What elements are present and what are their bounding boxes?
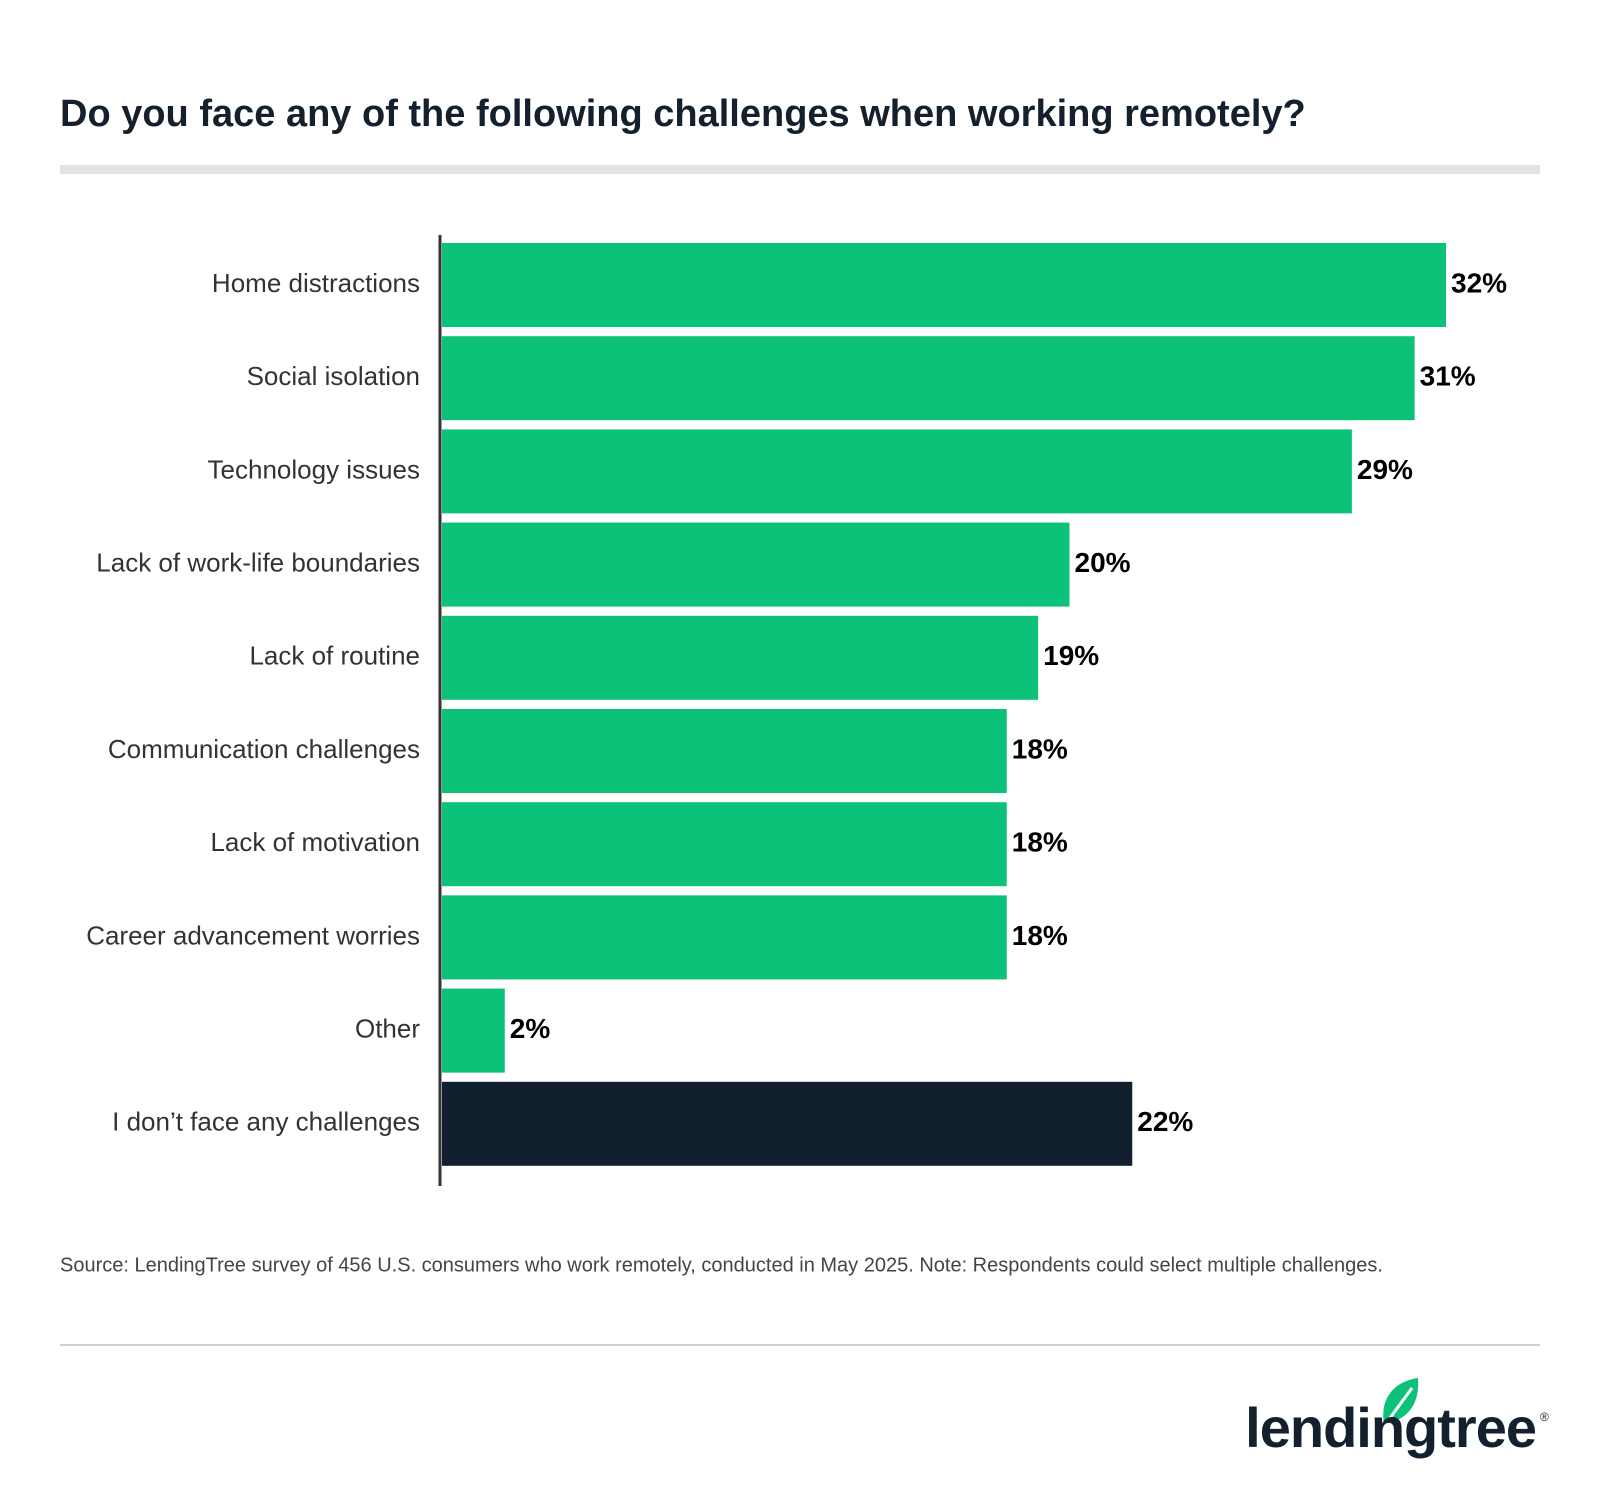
- bar: [442, 522, 1070, 607]
- value-label: 32%: [1451, 267, 1507, 298]
- bar: [442, 429, 1352, 514]
- logo-leaf-vein: [1388, 1387, 1414, 1419]
- value-label: 22%: [1137, 1106, 1193, 1137]
- category-label: Social isolation: [247, 361, 420, 391]
- bar: [442, 1081, 1133, 1166]
- logo: lendingtree ®: [1245, 1378, 1549, 1459]
- category-label: Technology issues: [208, 454, 420, 484]
- logo-registered: ®: [1540, 1410, 1549, 1424]
- category-label: Lack of routine: [249, 641, 420, 671]
- value-label: 29%: [1357, 454, 1413, 485]
- category-label: Lack of motivation: [210, 827, 420, 857]
- category-label: Career advancement worries: [86, 920, 420, 950]
- bar: [442, 895, 1007, 980]
- category-label: I don’t face any challenges: [112, 1107, 420, 1137]
- value-label: 18%: [1012, 733, 1068, 764]
- bar: [442, 709, 1007, 793]
- chart-title: Do you face any of the following challen…: [60, 93, 1306, 135]
- value-label: 20%: [1075, 547, 1131, 578]
- source-note: Source: LendingTree survey of 456 U.S. c…: [60, 1254, 1383, 1276]
- bar: [442, 802, 1007, 887]
- bar: [442, 336, 1415, 421]
- bar: [442, 243, 1446, 327]
- category-label: Communication challenges: [108, 734, 420, 764]
- category-label: Lack of work-life boundaries: [96, 547, 420, 577]
- logo-text: lendingtree: [1245, 1396, 1536, 1459]
- value-label: 18%: [1012, 920, 1068, 951]
- bar: [442, 988, 505, 1073]
- value-label: 31%: [1420, 361, 1476, 392]
- value-label: 19%: [1043, 640, 1099, 671]
- category-label: Other: [355, 1013, 420, 1043]
- title-rule: [60, 165, 1540, 174]
- bar: [442, 615, 1039, 700]
- category-label: Home distractions: [212, 268, 420, 298]
- value-label: 18%: [1012, 827, 1068, 858]
- value-label: 2%: [510, 1013, 551, 1044]
